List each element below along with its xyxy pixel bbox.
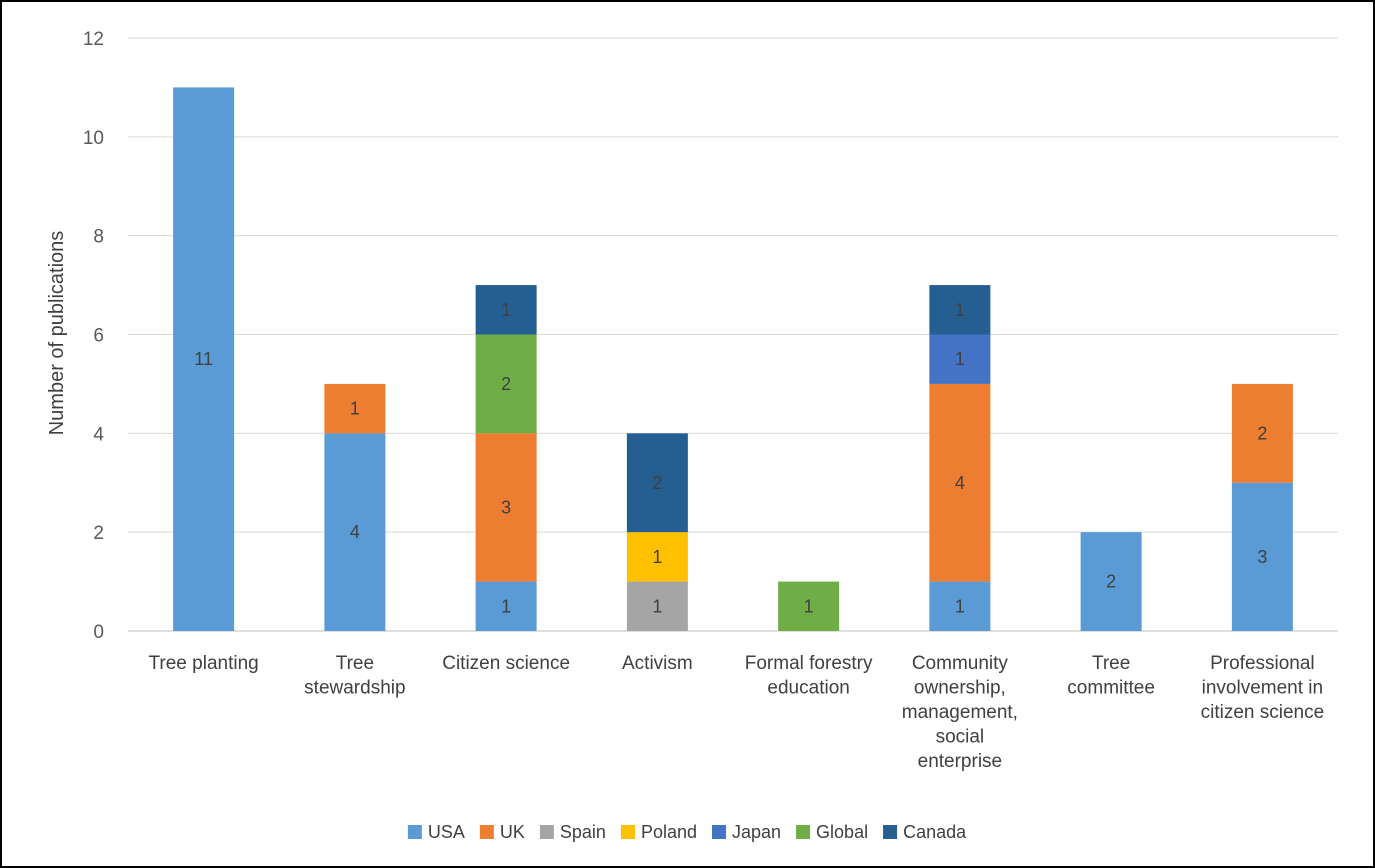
data-label: 1 xyxy=(955,349,965,369)
legend-swatch xyxy=(796,825,810,839)
x-category-label-line: stewardship xyxy=(304,678,405,699)
x-category-label-line: Tree xyxy=(336,653,374,674)
x-category-label: Citizen science xyxy=(442,653,570,674)
data-label: 1 xyxy=(804,596,814,616)
data-label: 4 xyxy=(955,473,965,493)
x-category-label-line: involvement in xyxy=(1202,678,1323,699)
x-category-label-line: Tree xyxy=(1092,653,1130,674)
x-category-label-line: citizen science xyxy=(1201,702,1325,723)
legend-label: Japan xyxy=(732,822,781,842)
data-label: 2 xyxy=(1257,423,1267,443)
legend-swatch xyxy=(883,825,897,839)
data-label: 1 xyxy=(501,596,511,616)
x-category-label-line: management, xyxy=(902,702,1018,723)
data-label: 4 xyxy=(350,522,360,542)
x-category-label: Tree stewardship xyxy=(304,653,405,699)
gridlines xyxy=(128,38,1338,631)
x-category-label-line: Community xyxy=(912,653,1009,674)
x-category-label-line: Activism xyxy=(622,653,693,674)
legend-label: UK xyxy=(500,822,525,842)
x-category-label-line: Tree planting xyxy=(149,653,259,674)
y-tick-label: 0 xyxy=(93,622,104,643)
x-category-label: Tree planting xyxy=(149,653,259,674)
x-category-label-line: enterprise xyxy=(918,751,1003,772)
y-axis-label: Number of publications xyxy=(46,231,68,436)
x-category-label: Formal forestry education xyxy=(745,653,873,699)
x-category-label: Tree committee xyxy=(1067,653,1155,699)
x-category-label-line: ownership, xyxy=(914,678,1006,699)
x-category-label-line: committee xyxy=(1067,678,1155,699)
data-label: 2 xyxy=(652,473,662,493)
data-label: 2 xyxy=(1106,572,1116,592)
data-label: 1 xyxy=(652,547,662,567)
x-category-label-line: social xyxy=(936,727,985,748)
legend-swatch xyxy=(408,825,422,839)
data-label: 3 xyxy=(501,497,511,517)
data-label: 3 xyxy=(1257,547,1267,567)
legend-swatch xyxy=(621,825,635,839)
legend-label: USA xyxy=(428,822,465,842)
legend-swatch xyxy=(712,825,726,839)
legend-label: Poland xyxy=(641,822,697,842)
legend-label: Global xyxy=(816,822,868,842)
y-tick-label: 2 xyxy=(93,523,104,544)
legend-label: Canada xyxy=(903,822,967,842)
y-tick-label: 12 xyxy=(83,29,104,50)
y-tick-label: 4 xyxy=(93,424,104,445)
data-label: 1 xyxy=(501,300,511,320)
y-tick-label: 6 xyxy=(93,326,104,347)
x-category-label-line: Professional xyxy=(1210,653,1315,674)
legend-label: Spain xyxy=(560,822,606,842)
legend-swatch xyxy=(540,825,554,839)
data-label: 11 xyxy=(194,349,213,369)
data-label: 2 xyxy=(501,374,511,394)
x-category-label: Professional involvement in citizen scienc… xyxy=(1201,653,1325,723)
x-category-label: Community ownership, management, social ente… xyxy=(902,653,1018,772)
y-tick-label: 8 xyxy=(93,227,104,248)
x-category-label-line: Citizen science xyxy=(442,653,570,674)
legend: USA UK Spain Poland Japan Global Canada xyxy=(408,822,967,842)
data-label: 1 xyxy=(652,596,662,616)
x-category-label: Activism xyxy=(622,653,693,674)
data-label: 1 xyxy=(350,399,360,419)
x-category-label-line: education xyxy=(767,678,849,699)
x-axis-categories: Tree planting Tree stewardship Citizen scie… xyxy=(149,653,1325,772)
data-label: 1 xyxy=(955,300,965,320)
y-tick-label: 10 xyxy=(83,128,104,149)
x-category-label-line: Formal forestry xyxy=(745,653,873,674)
data-label: 1 xyxy=(955,596,965,616)
y-axis-ticks: 0 2 4 6 8 10 12 xyxy=(83,29,105,643)
legend-swatch xyxy=(480,825,494,839)
